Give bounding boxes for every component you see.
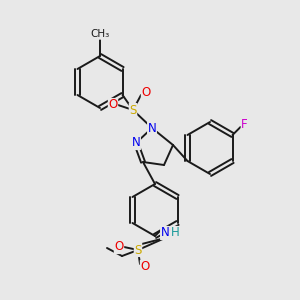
Text: N: N bbox=[132, 136, 140, 149]
Text: N: N bbox=[148, 122, 156, 134]
Text: S: S bbox=[134, 244, 142, 256]
Text: N: N bbox=[160, 226, 169, 239]
Text: O: O bbox=[108, 98, 118, 112]
Text: O: O bbox=[140, 260, 150, 274]
Text: CH₃: CH₃ bbox=[90, 29, 110, 39]
Text: O: O bbox=[114, 241, 124, 254]
Text: S: S bbox=[129, 103, 137, 116]
Text: F: F bbox=[241, 118, 248, 130]
Text: O: O bbox=[141, 86, 151, 100]
Text: H: H bbox=[171, 226, 179, 239]
